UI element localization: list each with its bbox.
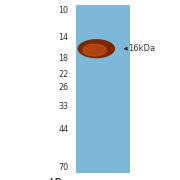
FancyBboxPatch shape — [76, 5, 130, 173]
Text: 44: 44 — [58, 125, 68, 134]
Text: 10: 10 — [58, 6, 68, 15]
Text: kDa: kDa — [50, 178, 68, 180]
Text: 70: 70 — [58, 163, 68, 172]
Text: 18: 18 — [58, 54, 68, 63]
Text: 14: 14 — [58, 33, 68, 42]
Polygon shape — [83, 44, 106, 56]
Polygon shape — [78, 40, 114, 58]
Text: 16kDa: 16kDa — [128, 44, 155, 53]
Text: 33: 33 — [58, 102, 68, 111]
Text: 26: 26 — [58, 83, 68, 92]
Text: 22: 22 — [58, 70, 68, 79]
